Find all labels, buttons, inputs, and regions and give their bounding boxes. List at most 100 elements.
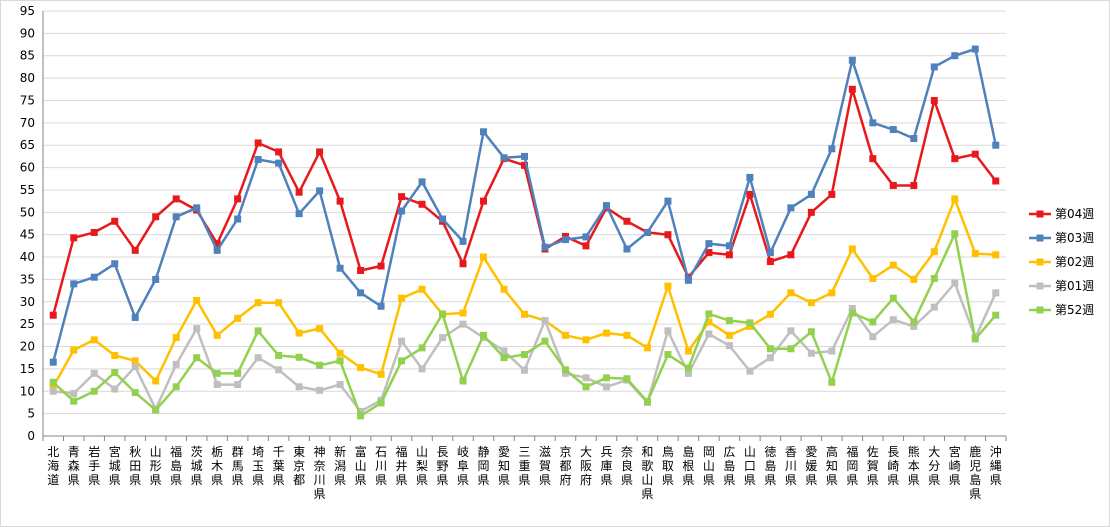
data-point	[316, 361, 324, 369]
data-point	[746, 319, 754, 327]
data-point	[521, 310, 528, 318]
data-point	[90, 336, 98, 344]
data-point	[131, 363, 139, 371]
series-5	[49, 230, 1000, 420]
data-point	[172, 383, 180, 391]
data-point	[275, 351, 283, 359]
data-point	[152, 406, 160, 414]
data-point	[910, 322, 918, 330]
x-tick-label: 新潟県	[334, 444, 346, 487]
data-point	[357, 412, 365, 420]
data-point	[766, 249, 774, 257]
x-tick-label: 埼玉県	[252, 445, 264, 487]
data-point	[664, 231, 672, 239]
data-point	[582, 233, 590, 241]
x-tick-label: 兵庫県	[600, 445, 612, 487]
data-point	[766, 258, 774, 266]
y-tick-label: 30	[20, 295, 35, 309]
data-point	[766, 345, 774, 353]
x-tick-label: 広島県	[723, 445, 735, 487]
x-tick-label: 福井県	[396, 444, 408, 487]
data-point	[398, 207, 406, 215]
data-point	[848, 245, 856, 253]
x-tick-label: 滋賀県	[539, 445, 551, 487]
data-point	[889, 294, 897, 302]
x-tick-label: 大分県	[928, 445, 940, 487]
data-point	[234, 195, 242, 203]
data-point	[459, 377, 467, 385]
data-point	[172, 360, 180, 368]
data-point	[848, 309, 856, 317]
x-tick-label: 岩手県	[88, 444, 100, 487]
data-point	[561, 236, 569, 244]
data-point	[869, 333, 877, 341]
data-point	[643, 398, 651, 406]
data-point	[602, 202, 610, 210]
y-tick-label: 80	[20, 71, 35, 85]
legend-marker	[1036, 306, 1044, 314]
x-tick-label: 京都府	[559, 445, 571, 487]
data-point	[500, 354, 508, 362]
data-point	[766, 354, 774, 362]
legend-label: 第01週	[1055, 279, 1094, 293]
data-point	[336, 197, 344, 205]
data-point	[275, 159, 283, 167]
x-tick-label: 山口県	[744, 445, 756, 487]
data-point	[316, 187, 324, 195]
data-point	[70, 280, 78, 288]
data-point	[951, 52, 959, 60]
data-point	[377, 370, 385, 378]
data-point	[90, 273, 98, 281]
data-point	[459, 320, 467, 328]
x-tick-label: 長野県	[437, 445, 449, 487]
series-lines	[49, 45, 1000, 420]
x-tick-label: 千葉県	[273, 445, 285, 487]
data-point	[521, 152, 528, 160]
data-point	[623, 217, 631, 225]
x-tick-label: 福島県	[170, 444, 182, 487]
data-point	[705, 318, 713, 326]
data-point	[582, 374, 590, 382]
data-point	[439, 215, 447, 223]
data-point	[623, 245, 631, 253]
data-point	[705, 249, 713, 257]
data-point	[398, 337, 406, 345]
y-tick-label: 40	[20, 250, 35, 264]
data-point	[398, 294, 406, 302]
data-point	[869, 318, 877, 326]
x-tick-label: 宮城県	[109, 444, 121, 487]
x-tick-label: 愛知県	[498, 445, 510, 487]
y-tick-label: 75	[20, 93, 35, 107]
data-point	[172, 334, 180, 342]
data-point	[377, 399, 385, 407]
data-point	[316, 325, 324, 333]
series-3	[49, 195, 1000, 391]
data-point	[746, 367, 754, 375]
data-point	[787, 345, 795, 353]
data-point	[521, 351, 528, 359]
x-axis: 北海道青森県岩手県宮城県秋田県山形県福島県茨城県栃木県群馬県埼玉県千葉県東京都神…	[42, 436, 1007, 501]
data-point	[664, 197, 672, 205]
data-point	[480, 128, 488, 136]
data-point	[193, 354, 201, 362]
data-point	[316, 386, 324, 394]
data-point	[869, 275, 877, 283]
data-point	[828, 190, 836, 198]
data-point	[828, 145, 836, 153]
data-point	[213, 369, 221, 377]
data-point	[889, 126, 897, 134]
x-tick-label: 秋田県	[129, 445, 141, 487]
data-point	[807, 208, 815, 216]
data-point	[746, 322, 754, 330]
x-tick-label: 山形県	[150, 445, 162, 487]
data-point	[49, 387, 57, 395]
data-point	[131, 246, 139, 254]
data-point	[275, 366, 283, 374]
x-tick-label: 三重県	[518, 445, 530, 487]
data-point	[193, 204, 201, 212]
data-point	[439, 334, 447, 342]
x-tick-label: 佐賀県	[867, 445, 879, 487]
data-point	[49, 378, 57, 386]
y-tick-label: 50	[20, 205, 35, 219]
